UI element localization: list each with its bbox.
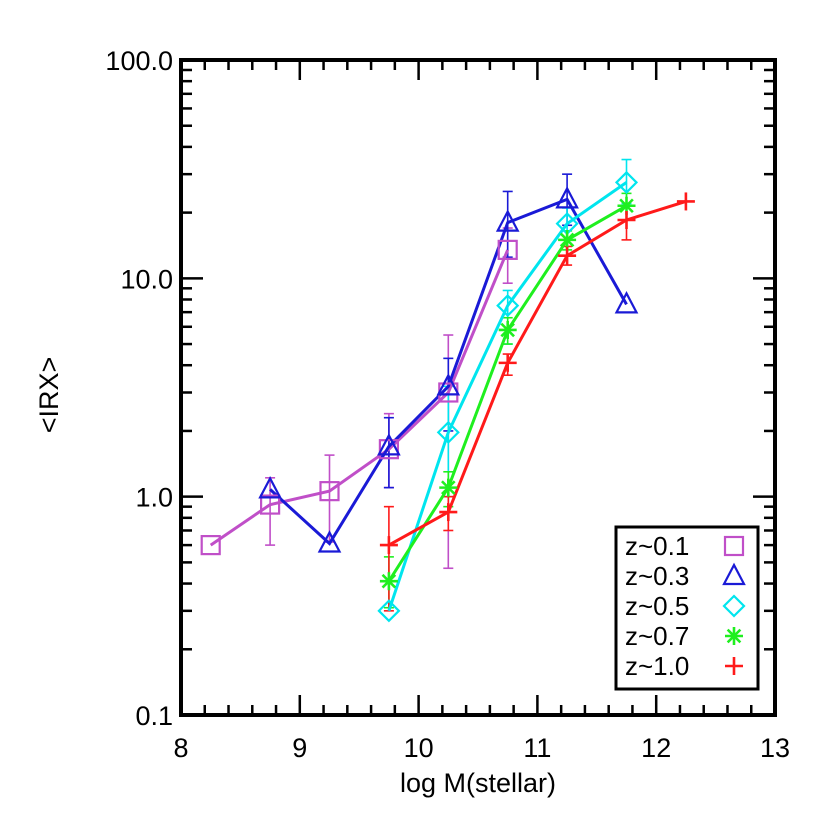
legend-label: z~0.5 bbox=[625, 591, 689, 621]
legend-marker bbox=[725, 627, 743, 645]
legend-label: z~1.0 bbox=[625, 651, 689, 681]
y-tick-label: 10.0 bbox=[120, 264, 173, 294]
x-tick-label: 11 bbox=[523, 733, 551, 763]
legend: z~0.1z~0.3z~0.5z~0.7z~1.0 bbox=[614, 525, 760, 691]
data-point bbox=[379, 536, 398, 555]
asterisk-stroke bbox=[500, 322, 515, 338]
data-point bbox=[497, 239, 518, 260]
data-point bbox=[495, 209, 520, 232]
data-point bbox=[200, 535, 221, 556]
data-point bbox=[436, 373, 461, 396]
asterisk-stroke bbox=[441, 480, 456, 495]
y-tick-label: 100.0 bbox=[105, 46, 173, 76]
y-tick-label: 1.0 bbox=[135, 483, 173, 513]
data-point bbox=[377, 599, 401, 623]
x-tick-label: 13 bbox=[760, 733, 790, 763]
data-point bbox=[439, 478, 458, 497]
data-point bbox=[377, 432, 401, 456]
y-axis-title: <IRX> bbox=[34, 357, 64, 434]
legend-label: z~0.7 bbox=[625, 621, 689, 651]
legend-marker bbox=[725, 657, 743, 675]
legend-marker bbox=[723, 535, 745, 557]
x-tick-label: 8 bbox=[173, 733, 188, 763]
data-point bbox=[439, 503, 458, 522]
legend-label: z~0.1 bbox=[625, 531, 689, 561]
data-point bbox=[379, 572, 398, 591]
data-point bbox=[676, 192, 695, 211]
data-point bbox=[260, 494, 281, 515]
data-point bbox=[498, 353, 517, 372]
x-axis-title: log M(stellar) bbox=[400, 768, 556, 798]
series-markers bbox=[200, 170, 695, 623]
plot-frame bbox=[179, 58, 777, 717]
series-line-4 bbox=[388, 199, 687, 547]
data-point bbox=[496, 294, 520, 318]
y-tick-label: 0.1 bbox=[135, 701, 173, 731]
asterisk-stroke bbox=[619, 198, 634, 214]
asterisk-stroke bbox=[381, 573, 397, 589]
x-tick-label: 9 bbox=[292, 733, 307, 763]
legend-label: z~0.3 bbox=[625, 561, 689, 591]
legend-marker bbox=[722, 562, 746, 586]
data-point bbox=[555, 185, 579, 209]
data-point bbox=[436, 420, 460, 444]
data-point bbox=[258, 476, 282, 499]
data-point bbox=[617, 196, 636, 215]
data-point bbox=[614, 170, 639, 194]
x-tick-label: 10 bbox=[404, 733, 434, 763]
series-line-1 bbox=[269, 197, 628, 546]
data-point bbox=[614, 290, 639, 314]
data-point bbox=[498, 320, 517, 339]
axes: 8 9 10 11 12 13 0.1 1.0 10.0 100.0 bbox=[105, 46, 790, 763]
asterisk-stroke bbox=[726, 628, 742, 644]
data-point bbox=[617, 211, 636, 230]
x-tick-label: 12 bbox=[641, 733, 671, 763]
data-point bbox=[558, 230, 577, 249]
series-line-2 bbox=[387, 181, 628, 612]
data-point bbox=[558, 246, 577, 265]
data-point bbox=[378, 439, 399, 460]
legend-marker bbox=[722, 594, 746, 618]
asterisk-stroke bbox=[559, 232, 575, 248]
plot-area bbox=[179, 58, 777, 717]
data-point bbox=[317, 530, 342, 553]
data-point bbox=[319, 481, 340, 502]
